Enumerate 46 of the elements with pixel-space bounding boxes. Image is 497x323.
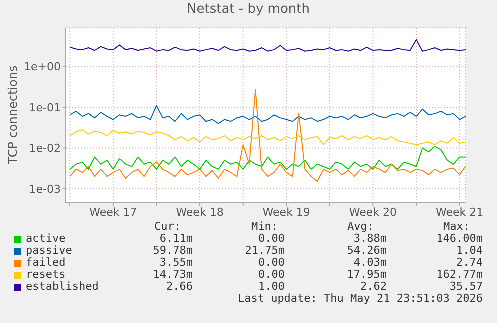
y-axis-title: TCP connections [6, 66, 20, 164]
text: 4.03m [354, 256, 387, 269]
x-tick-label: Week 17 [90, 206, 138, 219]
x-tick-label: Week 20 [349, 206, 398, 219]
text: Avg: [348, 220, 374, 233]
text: 59.78m [153, 244, 193, 257]
text: 2.62 [360, 280, 387, 293]
x-tick-label: Week 19 [262, 206, 310, 219]
legend-label: active [26, 232, 66, 245]
chart-title: Netstat - by month [186, 2, 311, 17]
text: 0.00 [258, 232, 285, 245]
line-series [70, 105, 466, 124]
legend-label: established [26, 280, 99, 293]
y-tick-label: 1e+00 [24, 60, 61, 74]
line-series [70, 39, 466, 52]
text: 162.77m [436, 268, 483, 281]
text: 146.00m [436, 232, 483, 245]
text: 3.55m [160, 256, 193, 269]
y-tick-label: 1e-02 [29, 142, 61, 156]
text: 0.00 [258, 256, 285, 269]
text: 17.95m [347, 268, 387, 281]
y-tick-label: 1e-01 [29, 101, 61, 114]
text: Cur: [154, 220, 181, 233]
text: 14.73m [153, 268, 193, 281]
text: 0.00 [258, 268, 285, 281]
text: 6.11m [160, 232, 193, 245]
text: 54.26m [347, 244, 387, 257]
text: Min: [252, 220, 278, 233]
text: 2.66 [166, 280, 193, 293]
legend-label: failed [26, 256, 66, 269]
text: 1.04 [456, 244, 483, 257]
line-series [70, 130, 466, 146]
x-tick-label: Week 18 [176, 206, 224, 219]
text: 1.00 [258, 280, 285, 293]
text: Last update: Thu May 21 23:51:03 2026 [238, 292, 483, 305]
text: 3.88m [354, 232, 387, 245]
legend-label: passive [26, 244, 72, 257]
text: 21.75m [245, 244, 285, 257]
line-series [70, 146, 466, 170]
y-tick-label: 1e-03 [29, 182, 61, 196]
text: 35.57 [450, 280, 483, 293]
text: 2.74 [456, 256, 483, 269]
line-series [70, 89, 466, 182]
legend-label: resets [26, 268, 66, 281]
x-tick-label: Week 21 [436, 206, 484, 219]
text: Max: [444, 220, 470, 233]
